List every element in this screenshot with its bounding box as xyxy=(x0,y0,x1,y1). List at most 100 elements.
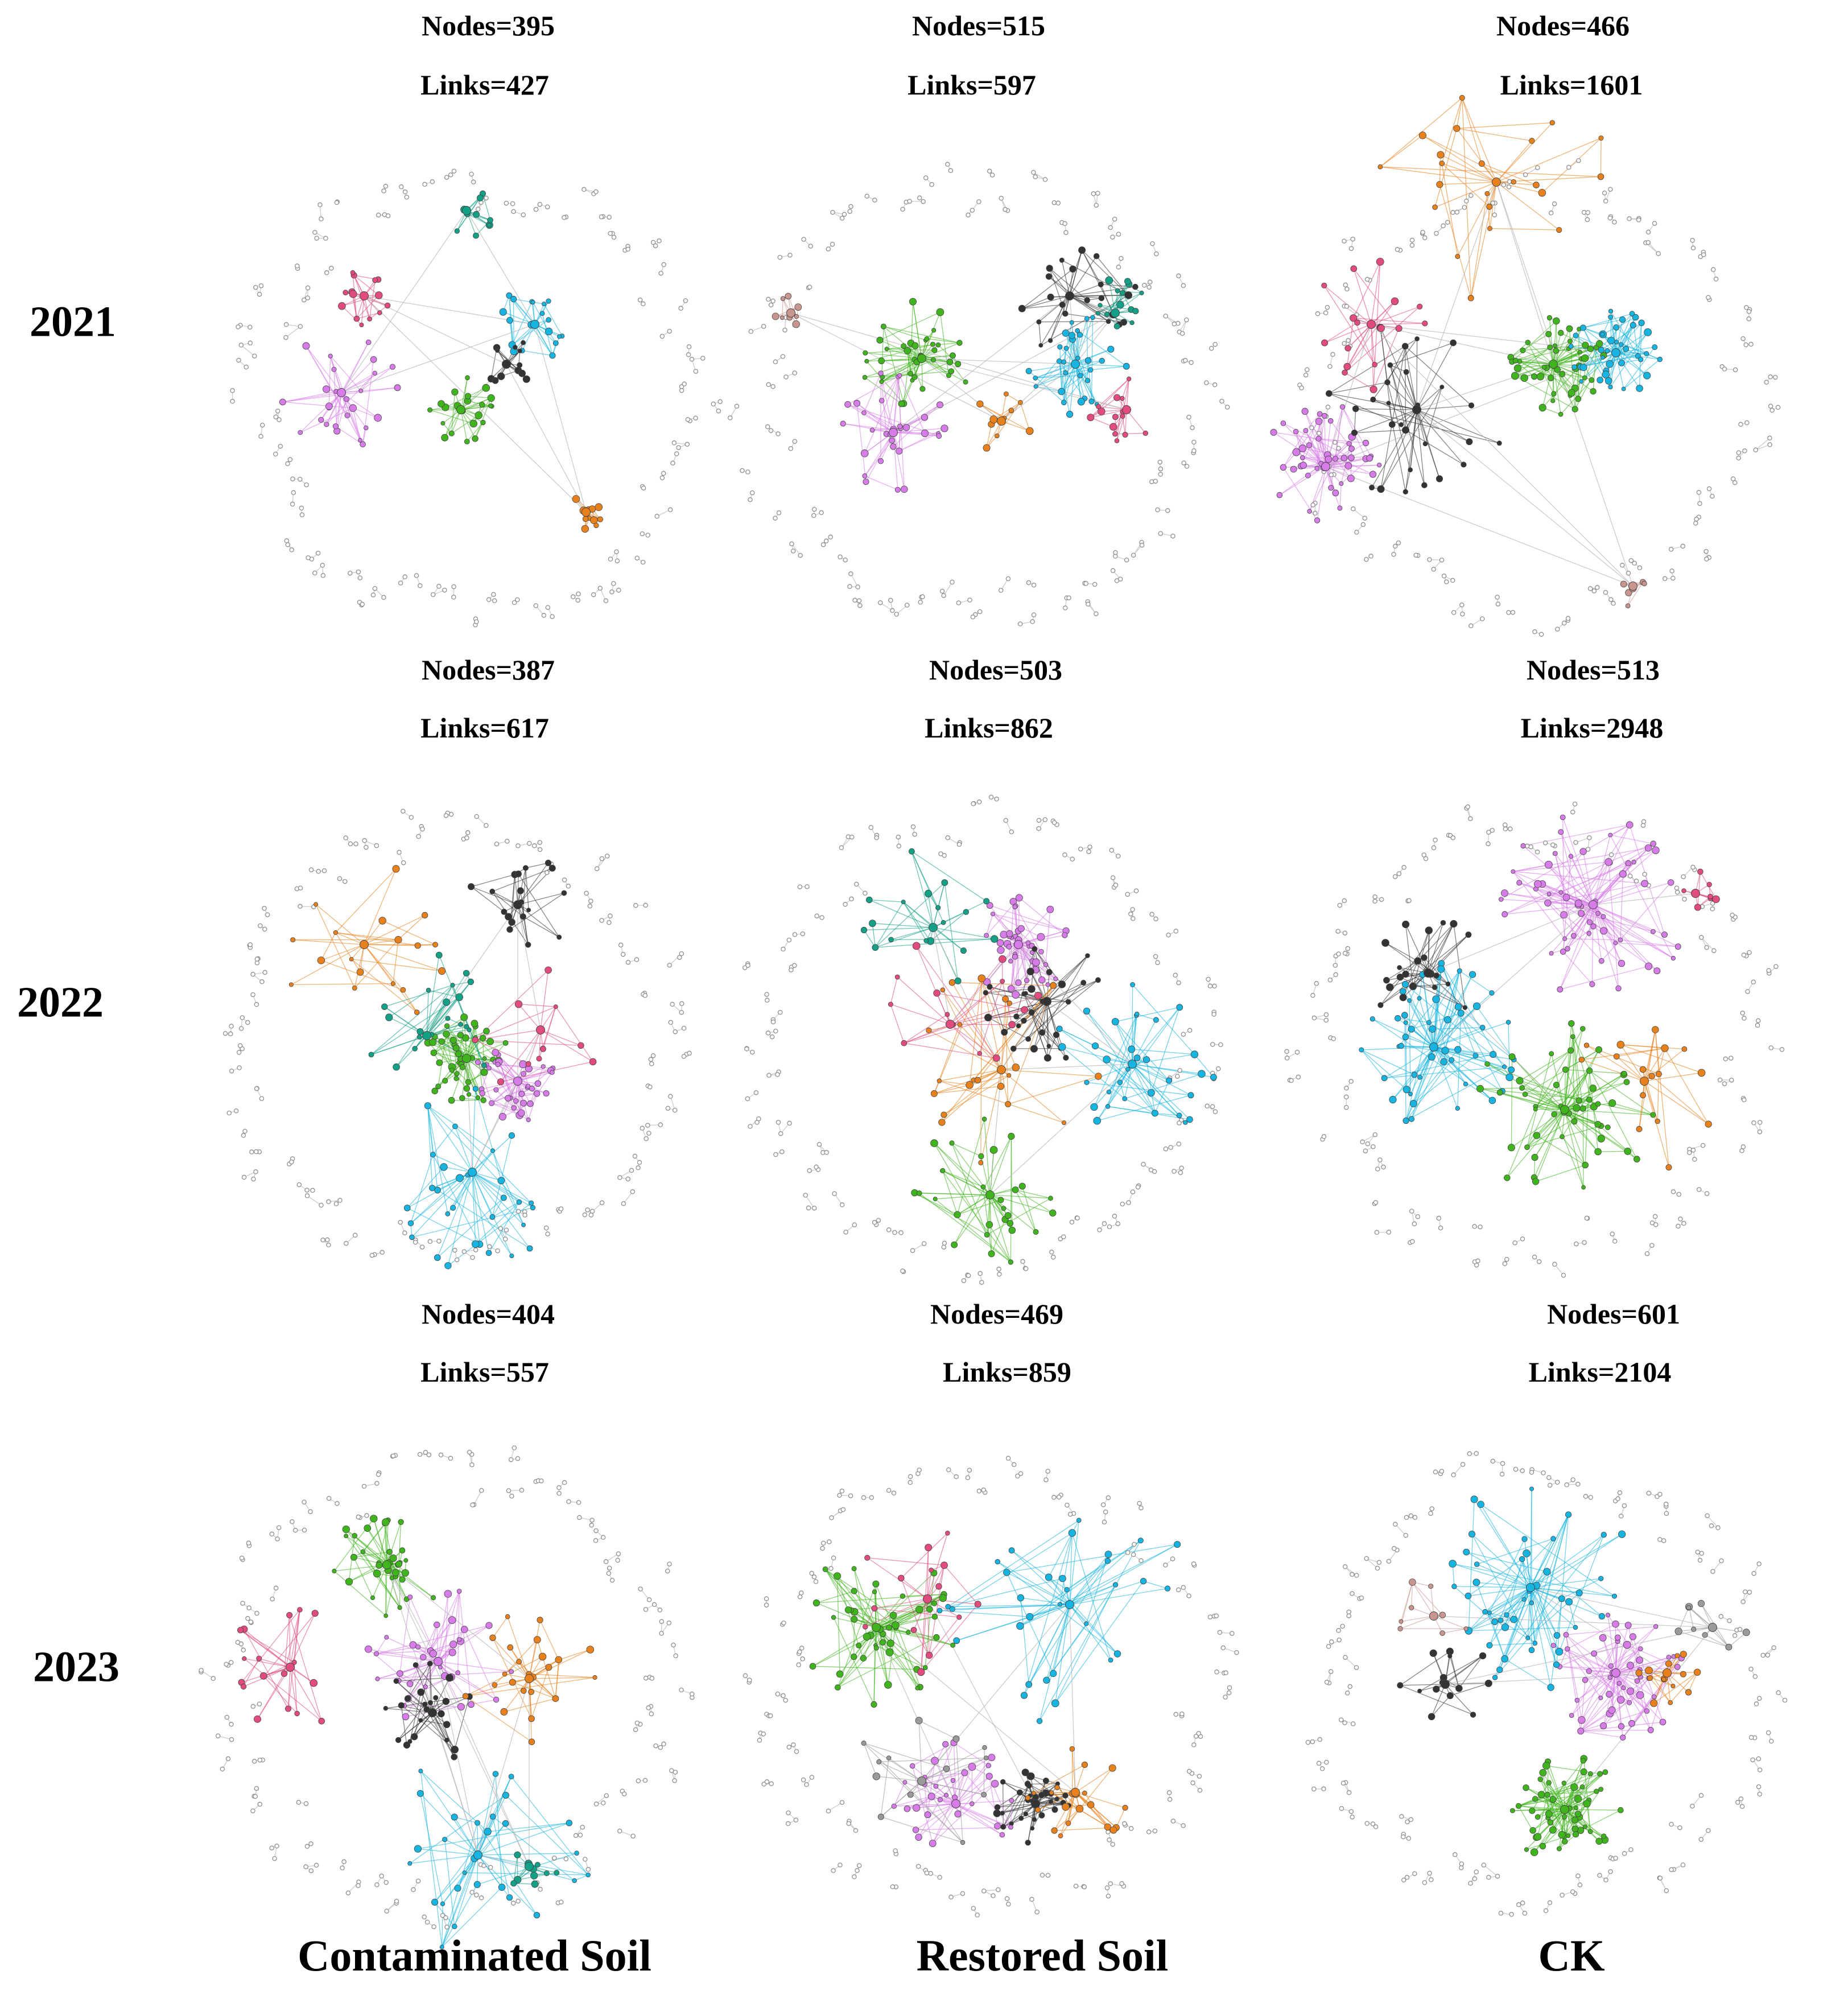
network-link xyxy=(419,1001,447,1037)
network-node xyxy=(1478,160,1485,167)
network-link xyxy=(1487,1063,1565,1110)
network-node xyxy=(888,1001,893,1007)
network-node xyxy=(254,1002,259,1007)
network-hub-node xyxy=(1065,291,1074,300)
network-node xyxy=(1516,880,1523,886)
network-node xyxy=(1696,1187,1702,1192)
network-node xyxy=(1414,336,1420,341)
network-node xyxy=(1021,1017,1027,1024)
network-node xyxy=(1444,579,1449,584)
network-node xyxy=(310,1188,315,1193)
network-node xyxy=(1619,316,1626,323)
network-link xyxy=(1325,352,1616,467)
network-link xyxy=(1496,182,1634,587)
network-node xyxy=(740,468,745,473)
network-node xyxy=(1049,1250,1054,1255)
network-node xyxy=(1001,1206,1006,1211)
network-node xyxy=(847,209,852,214)
network-node xyxy=(637,1160,642,1165)
network-node xyxy=(381,1003,388,1010)
network-node xyxy=(1729,1077,1734,1083)
network-node xyxy=(318,417,324,423)
network-node xyxy=(585,1207,590,1213)
network-node xyxy=(1508,1066,1515,1073)
network-link xyxy=(371,1024,461,1056)
network-node xyxy=(902,424,910,431)
network-panel xyxy=(230,168,723,628)
network-node xyxy=(1012,1063,1020,1071)
network-node xyxy=(1468,402,1475,409)
network-node xyxy=(381,595,386,600)
network-node xyxy=(451,168,457,174)
network-node xyxy=(299,512,305,518)
network-hub-node xyxy=(786,308,795,318)
network-node xyxy=(1608,187,1613,192)
network-node xyxy=(1025,368,1032,374)
network-node xyxy=(427,407,433,413)
network-link xyxy=(1554,853,1594,905)
network-node xyxy=(444,1023,450,1029)
network-link xyxy=(1325,448,1352,467)
network-node xyxy=(750,1049,755,1055)
network-link xyxy=(1658,1048,1665,1074)
network-link xyxy=(933,927,1002,1070)
network-link xyxy=(1510,342,1528,358)
network-node xyxy=(1377,1002,1384,1008)
network-node xyxy=(1585,217,1590,222)
network-hub-node xyxy=(1071,360,1080,369)
network-node xyxy=(409,1234,415,1240)
network-link xyxy=(1549,318,1554,365)
network-node xyxy=(1284,1056,1290,1061)
network-node xyxy=(1468,193,1474,198)
network-node xyxy=(422,912,428,919)
network-link xyxy=(1457,128,1532,142)
network-node xyxy=(1692,1157,1697,1162)
network-node xyxy=(1005,1101,1011,1107)
network-node xyxy=(454,228,460,234)
network-node xyxy=(1600,914,1606,920)
network-node xyxy=(1578,1057,1585,1063)
network-link xyxy=(1001,1069,1009,1104)
network-node xyxy=(1572,801,1578,807)
network-hub-node xyxy=(1589,900,1598,909)
network-link xyxy=(1593,893,1696,905)
network-node xyxy=(1651,929,1656,934)
network-link xyxy=(1022,304,1063,309)
network-node xyxy=(1575,395,1582,402)
network-hub-node xyxy=(1549,360,1558,369)
network-link xyxy=(426,1001,447,1036)
network-link xyxy=(1405,984,1448,1020)
network-link xyxy=(426,990,429,1036)
network-node xyxy=(359,323,364,328)
network-link xyxy=(1096,1007,1180,1122)
network-node xyxy=(490,1148,496,1153)
network-node xyxy=(618,942,624,948)
network-link xyxy=(1597,1124,1637,1160)
network-node xyxy=(1345,946,1351,951)
network-node xyxy=(940,424,948,432)
network-link xyxy=(950,959,1003,1025)
network-node xyxy=(1391,552,1396,557)
network-node xyxy=(418,583,423,588)
network-link xyxy=(1517,347,1550,369)
network-node xyxy=(511,209,516,214)
network-node xyxy=(1178,1170,1183,1175)
network-link xyxy=(1564,1023,1572,1110)
network-link xyxy=(1150,1007,1180,1093)
network-node xyxy=(667,328,672,334)
network-node xyxy=(1095,191,1100,196)
network-node xyxy=(983,978,991,986)
network-node xyxy=(546,317,551,323)
network-node xyxy=(911,374,918,381)
network-node xyxy=(451,584,456,590)
network-node xyxy=(1437,151,1445,159)
network-link xyxy=(1610,332,1648,388)
network-node xyxy=(1441,574,1447,579)
network-node xyxy=(1176,1141,1182,1147)
network-link xyxy=(1416,409,1500,444)
network-link xyxy=(1457,1013,1462,1108)
network-node xyxy=(1704,945,1709,950)
network-node xyxy=(1176,1004,1183,1011)
network-node xyxy=(1603,199,1608,204)
network-node xyxy=(667,507,673,513)
